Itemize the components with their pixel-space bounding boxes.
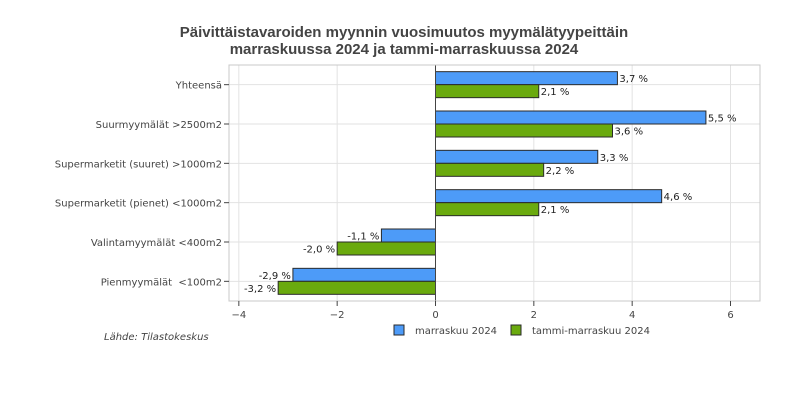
x-axis-ticks: −4 −2 0 2 4 6 — [231, 301, 734, 321]
source-note: Lähde: Tilastokeskus — [104, 332, 209, 343]
data-label-series-2-cat-3: 2,2 % — [546, 166, 575, 177]
legend: marraskuu 2024 tammi-marraskuu 2024 — [393, 324, 650, 337]
category-label-1: Yhteensä — [175, 81, 222, 92]
data-labels: 3,7 % 2,1 % 5,5 % 3,6 % 3,3 % 2,2 % 4,6 % 2,1 %… — [244, 74, 737, 295]
bar-series-1-cat-6 — [292, 267, 436, 282]
category-label-2: Suurmyymälät >2500m2 — [96, 120, 222, 131]
data-label-series-2-cat-2: 3,6 % — [615, 127, 644, 138]
legend-label-2: tammi-marraskuu 2024 — [532, 326, 650, 337]
x-tick-label-4: 4 — [629, 310, 635, 321]
category-label-4: Supermarketit (pienet) <1000m2 — [55, 199, 222, 210]
plot-area-border — [228, 64, 761, 302]
category-label-6: Pienmyymälät <100m2 — [101, 277, 222, 288]
x-tick-label-5: 6 — [727, 310, 733, 321]
bar-series-1-cat-5 — [380, 228, 436, 243]
bar-series-2-cat-1 — [435, 84, 540, 99]
legend-swatch-1 — [393, 324, 405, 336]
category-label-5: Valintamyymälät <400m2 — [91, 238, 222, 249]
data-label-series-1-cat-4: 4,6 % — [664, 192, 693, 203]
bar-series-1-cat-1 — [435, 71, 618, 86]
data-label-series-1-cat-5: -1,1 % — [347, 232, 379, 243]
x-tick-label-0: −4 — [231, 310, 246, 321]
legend-swatch-2 — [510, 324, 522, 336]
data-label-series-2-cat-1: 2,1 % — [541, 87, 570, 98]
data-label-series-1-cat-2: 5,5 % — [708, 114, 737, 125]
bar-series-1-cat-2 — [435, 110, 707, 125]
bar-series-2-cat-2 — [435, 123, 613, 138]
data-label-series-1-cat-3: 3,3 % — [600, 153, 629, 164]
bars — [277, 71, 707, 295]
data-label-series-2-cat-4: 2,1 % — [541, 205, 570, 216]
category-labels: Yhteensä Suurmyymälät >2500m2 Supermarketi… — [55, 81, 229, 288]
bar-series-2-cat-5 — [336, 241, 436, 256]
bar-series-2-cat-6 — [277, 280, 436, 295]
bar-series-1-cat-4 — [435, 189, 663, 204]
data-label-series-1-cat-6: -2,9 % — [259, 271, 291, 282]
category-label-3: Supermarketit (suuret) >1000m2 — [55, 159, 222, 170]
legend-label-1: marraskuu 2024 — [415, 326, 497, 337]
data-label-series-1-cat-1: 3,7 % — [619, 74, 648, 85]
data-label-series-2-cat-6: -3,2 % — [244, 284, 276, 295]
grid-lines — [229, 65, 760, 301]
x-tick-label-3: 2 — [531, 310, 537, 321]
x-tick-label-1: −2 — [330, 310, 345, 321]
data-label-series-2-cat-5: -2,0 % — [303, 245, 335, 256]
chart-title-line-1: Päivittäistavaroiden myynnin vuosimuutos… — [180, 24, 628, 41]
chart-title-line-2: marraskuussa 2024 ja tammi-marraskuussa … — [230, 41, 579, 58]
bar-series-1-cat-3 — [435, 149, 599, 164]
x-tick-label-2: 0 — [432, 310, 438, 321]
bar-series-2-cat-3 — [435, 162, 545, 177]
bar-series-2-cat-4 — [435, 202, 540, 217]
